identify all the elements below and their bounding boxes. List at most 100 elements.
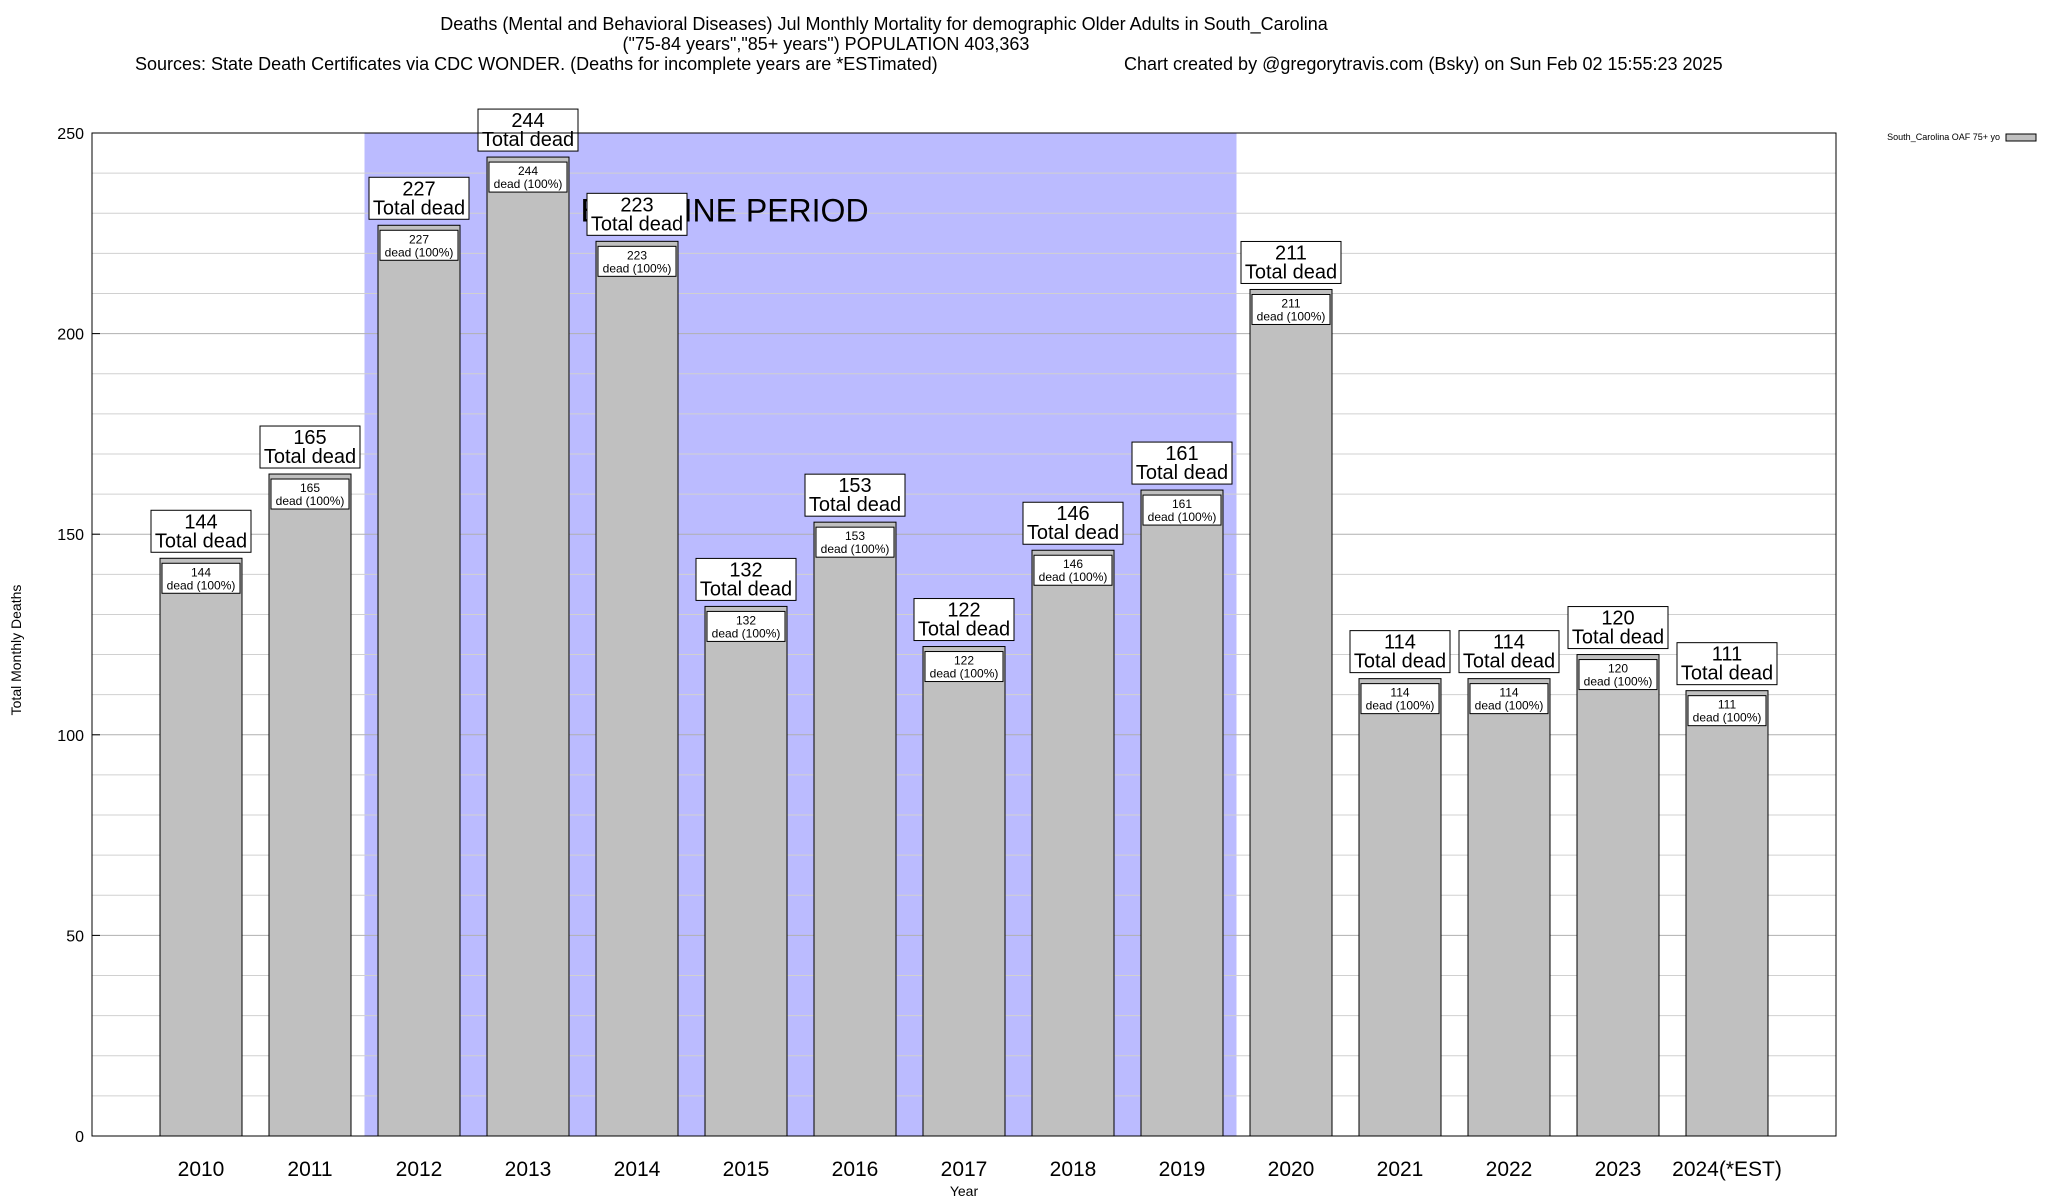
total-value-label: 144 — [184, 511, 217, 533]
bar — [1685, 690, 1769, 1137]
total-value-label: 132 — [729, 559, 762, 581]
total-label-box — [1240, 240, 1342, 284]
total-value-label: 244 — [511, 110, 544, 132]
inner-label-box — [379, 229, 459, 261]
inner-label-box — [1687, 695, 1767, 727]
x-tick-label: 2018 — [1050, 1158, 1097, 1181]
bar — [1576, 654, 1660, 1137]
y-tick-label: 100 — [57, 728, 84, 745]
total-value-label: 120 — [1601, 608, 1634, 630]
total-value-label: 161 — [1165, 443, 1198, 465]
inner-value-label: 111 — [1718, 698, 1737, 712]
total-label-box — [1349, 630, 1451, 674]
total-dead-label: Total dead — [918, 619, 1010, 641]
total-value-label: 211 — [1275, 242, 1307, 264]
total-dead-label: Total dead — [1463, 651, 1555, 673]
total-label-box — [1458, 630, 1560, 674]
bar — [1249, 288, 1333, 1137]
total-value-label: 227 — [402, 178, 435, 200]
total-label-box — [1131, 441, 1233, 485]
total-label-box — [1022, 501, 1124, 545]
y-tick-label: 250 — [57, 126, 84, 143]
total-dead-label: Total dead — [482, 129, 574, 151]
inner-value-label: 211 — [1281, 296, 1300, 310]
inner-value-label: 122 — [954, 654, 974, 668]
inner-value-label: 144 — [191, 565, 211, 579]
total-value-label: 165 — [293, 427, 326, 449]
inner-pct-label: dead (100%) — [603, 261, 672, 275]
inner-label-box — [488, 161, 568, 193]
inner-pct-label: dead (100%) — [1257, 309, 1326, 323]
bar — [486, 156, 570, 1137]
inner-label-box — [1142, 494, 1222, 526]
chart-credit: Chart created by @gregorytravis.com (Bsk… — [1124, 54, 1723, 74]
x-tick-label: 2015 — [723, 1158, 770, 1181]
bar — [813, 521, 897, 1137]
legend-swatch — [2005, 133, 2037, 142]
total-label-box — [913, 598, 1015, 642]
inner-label-box — [706, 610, 786, 642]
bar — [1358, 678, 1442, 1137]
inner-label-box — [161, 562, 241, 594]
inner-pct-label: dead (100%) — [930, 667, 999, 681]
total-value-label: 114 — [1493, 632, 1525, 654]
inner-value-label: 114 — [1390, 686, 1409, 700]
inner-value-label: 132 — [736, 613, 756, 627]
axes: 0 50 100 150 200 250 2010 2011 2012 2013 2014 2015 2… — [57, 126, 1782, 1181]
x-tick-label: 2013 — [505, 1158, 552, 1181]
x-tick-label: 2024(*EST) — [1672, 1158, 1782, 1181]
total-dead-label: Total dead — [809, 494, 901, 516]
bar — [1467, 678, 1551, 1137]
inner-pct-label: dead (100%) — [385, 245, 454, 259]
bar — [268, 473, 352, 1137]
total-dead-label: Total dead — [264, 446, 356, 468]
bar — [1031, 549, 1115, 1137]
y-tick-label: 50 — [66, 928, 84, 945]
total-label-box — [804, 473, 906, 517]
inner-label-box — [815, 526, 895, 558]
total-label-box — [1567, 606, 1669, 650]
total-dead-label: Total dead — [1681, 663, 1773, 685]
total-label-box — [477, 108, 579, 152]
total-label-box — [368, 176, 470, 220]
chart-title-line-2: ("75-84 years","85+ years") POPULATION 4… — [623, 34, 1030, 54]
inner-pct-label: dead (100%) — [1693, 711, 1762, 725]
bars — [159, 156, 1769, 1137]
inner-label-box — [1469, 683, 1549, 715]
x-tick-label: 2016 — [832, 1158, 879, 1181]
total-value-label: 223 — [620, 194, 653, 216]
x-tick-label: 2019 — [1159, 1158, 1206, 1181]
inner-label-box — [270, 478, 350, 510]
total-value-label: 153 — [838, 475, 871, 497]
bar — [1140, 489, 1224, 1137]
inner-value-label: 120 — [1608, 662, 1628, 676]
total-value-label: 122 — [947, 600, 980, 622]
inner-label-box — [597, 245, 677, 277]
inner-pct-label: dead (100%) — [167, 578, 236, 592]
inner-pct-label: dead (100%) — [1475, 699, 1544, 713]
bar — [595, 240, 679, 1137]
inner-pct-label: dead (100%) — [1039, 570, 1108, 584]
x-tick-label: 2021 — [1377, 1158, 1424, 1181]
inner-value-label: 161 — [1172, 497, 1192, 511]
total-dead-label: Total dead — [1354, 651, 1446, 673]
total-value-label: 111 — [1712, 644, 1742, 666]
inner-value-label: 114 — [1499, 686, 1518, 700]
x-tick-label: 2020 — [1268, 1158, 1315, 1181]
inner-label-box — [1033, 554, 1113, 586]
plot-frame — [91, 132, 1837, 1137]
inner-pct-label: dead (100%) — [494, 177, 563, 191]
legend-entry-label: South_Carolina OAF 75+ yo — [1887, 132, 2000, 142]
inner-pct-label: dead (100%) — [1366, 699, 1435, 713]
legend: South_Carolina OAF 75+ yo — [1887, 132, 2037, 142]
inner-label-box — [924, 651, 1004, 683]
total-label-box — [150, 509, 252, 553]
x-tick-label: 2014 — [614, 1158, 661, 1181]
inner-label-box — [1360, 683, 1440, 715]
chart-title-line-1: Deaths (Mental and Behavioral Diseases) … — [440, 14, 1328, 35]
total-dead-label: Total dead — [591, 213, 683, 235]
x-tick-label: 2017 — [941, 1158, 988, 1181]
y-tick-label: 0 — [75, 1129, 84, 1146]
